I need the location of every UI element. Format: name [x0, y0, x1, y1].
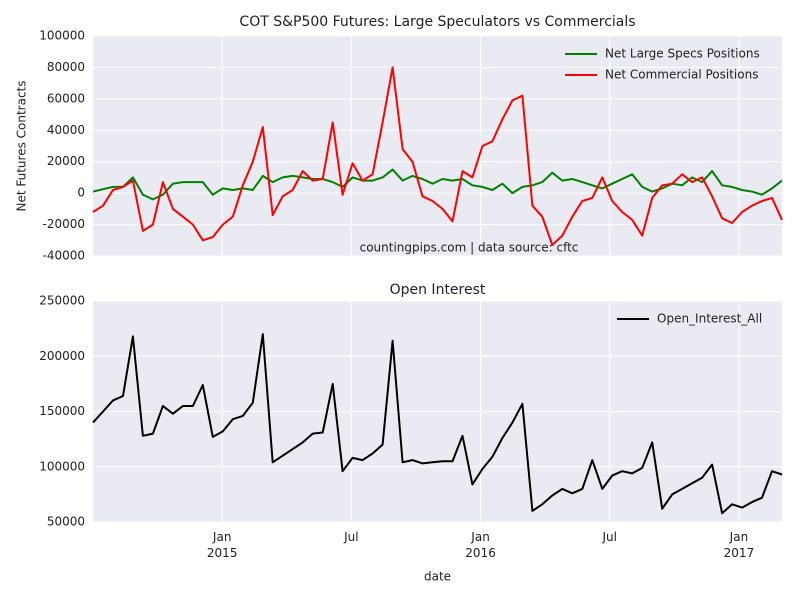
y-tick-label: 100000	[39, 459, 85, 473]
y-tick-label: 100000	[39, 29, 85, 43]
y-tick-label: 60000	[47, 91, 85, 105]
series-line	[92, 333, 783, 515]
chart-title: Open Interest	[390, 282, 486, 298]
x-tick-label: Jul	[344, 530, 359, 544]
x-tick-label: Jan 2015	[206, 530, 238, 560]
legend-label: Net Commercial Positions	[605, 68, 758, 82]
x-tick-label: Jan 2017	[723, 530, 755, 560]
y-tick-label: 150000	[39, 404, 85, 418]
legend-label: Net Large Specs Positions	[605, 47, 760, 61]
y-tick-label: 200000	[39, 349, 85, 363]
y-tick-label: 0	[77, 186, 85, 200]
plot-area	[93, 36, 782, 256]
series-line	[92, 168, 783, 201]
y-tick-label: 50000	[47, 515, 85, 529]
series-line	[92, 66, 783, 246]
x-tick-label: Jul	[602, 530, 617, 544]
x-tick-label: Jan 2016	[465, 530, 496, 560]
y-tick-label: 80000	[47, 60, 85, 74]
y-tick-label: -20000	[42, 217, 85, 231]
legend-label: Open_Interest_All	[657, 312, 762, 326]
annotation: countingpips.com | data source: cftc	[360, 241, 579, 255]
y-axis-label: Net Futures Contracts	[15, 80, 29, 211]
y-tick-label: 20000	[47, 154, 85, 168]
y-tick-label: -40000	[42, 249, 85, 263]
y-tick-label: 40000	[47, 123, 85, 137]
x-axis-label: date	[424, 570, 451, 584]
chart-title: COT S&P500 Futures: Large Speculators vs…	[239, 14, 635, 30]
y-tick-label: 250000	[39, 294, 85, 308]
